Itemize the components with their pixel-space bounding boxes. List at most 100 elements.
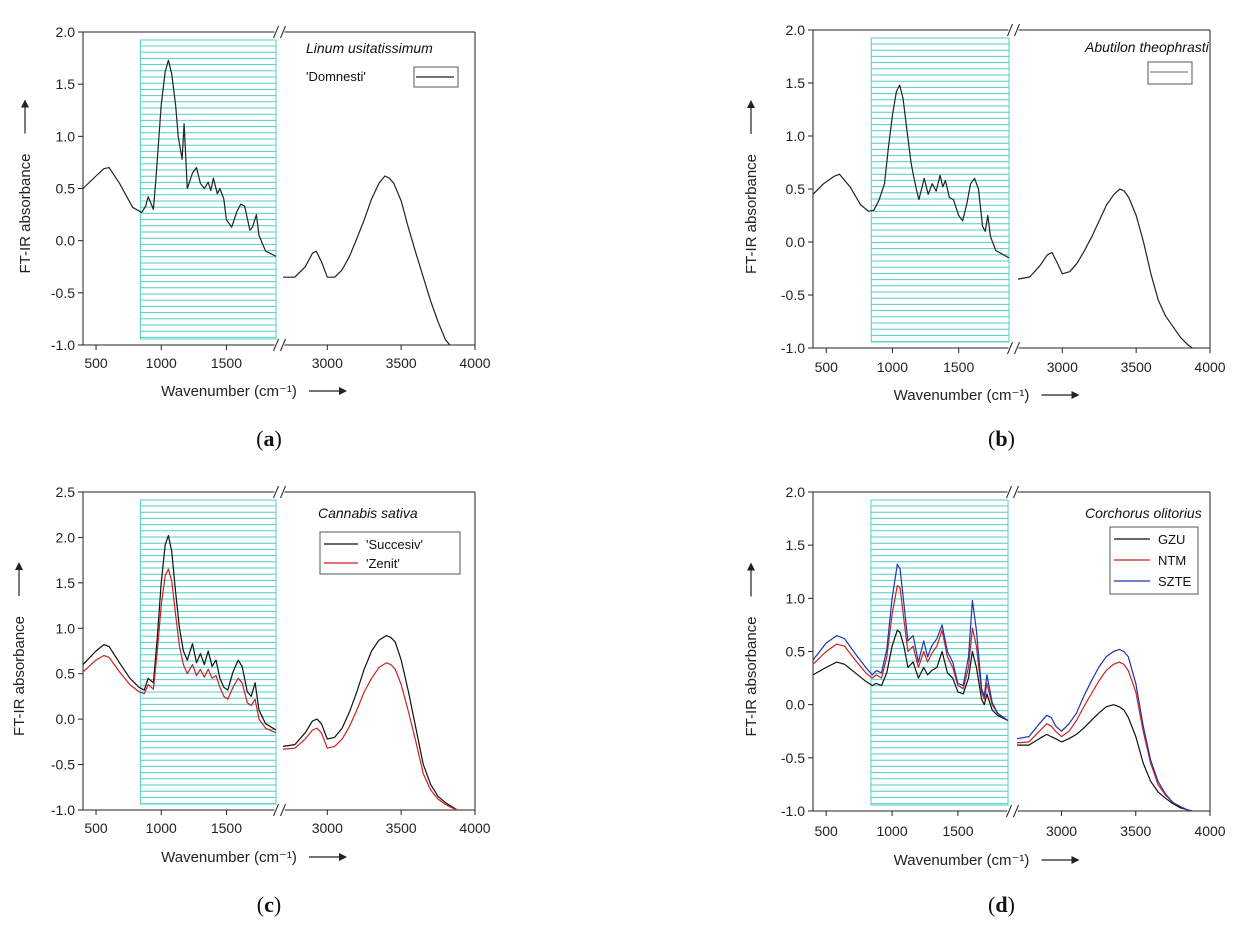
series-line--succesiv-high-wavenumber- xyxy=(282,635,458,811)
series-line-szte xyxy=(812,563,1009,722)
panel-caption: (a) xyxy=(256,426,282,451)
legend-entry-label: GZU xyxy=(1158,532,1185,547)
series-line--zenit- xyxy=(82,568,277,734)
panel-caption: (c) xyxy=(257,892,281,917)
highlight-band-frame xyxy=(870,37,1010,343)
y-tick-label: 1.5 xyxy=(56,76,76,92)
axis-break-mark xyxy=(273,338,279,352)
y-tick-label: 1.5 xyxy=(56,575,76,591)
x-tick-label: 1500 xyxy=(943,359,974,375)
legend: Cannabis sativa 'Succesiv' 'Zenit' xyxy=(318,505,461,575)
y-tick-label: 0.5 xyxy=(786,181,806,197)
panel-caption: (b) xyxy=(988,426,1015,451)
legend-title: Linum usitatissimum xyxy=(306,40,433,56)
x-tick-label: 3000 xyxy=(1047,359,1078,375)
x-tick-label: 3000 xyxy=(312,820,343,836)
x-tick-label: 4000 xyxy=(459,355,490,371)
x-tick-label: 4000 xyxy=(1194,359,1225,375)
legend-title: Cannabis sativa xyxy=(318,505,418,521)
series-group xyxy=(82,534,458,811)
y-tick-label: -1.0 xyxy=(51,802,75,818)
axis-break-mask xyxy=(1007,808,1018,814)
y-tick-label: 2.5 xyxy=(56,484,76,500)
legend-entry-label: 'Zenit' xyxy=(366,556,400,571)
series-line--domnesti-high-wavenumber- xyxy=(283,175,451,346)
y-axis-arrowhead xyxy=(747,100,755,108)
axes: -1.0 -0.5 0.0 0.5 1.0 1.5 2.0 500 1000 1500 3000 35… xyxy=(781,22,1226,375)
axis-break-mark xyxy=(1007,341,1013,355)
y-tick-label: -1.0 xyxy=(781,340,805,356)
x-axis-arrowhead xyxy=(339,853,347,861)
axis-break-mark xyxy=(1006,804,1012,818)
y-tick-label: 0.0 xyxy=(786,234,806,250)
y-axis-arrowhead xyxy=(21,99,29,108)
series-group xyxy=(812,563,1193,812)
x-axis-title: Wavenumber (cm⁻¹) xyxy=(161,849,297,866)
y-tick-label: 1.5 xyxy=(786,537,806,553)
x-axis-title: Wavenumber (cm⁻¹) xyxy=(894,852,1030,869)
axis-break-mark xyxy=(1014,23,1020,37)
legend-title: Abutilon theophrasti xyxy=(1084,39,1210,55)
legend: Linum usitatissimum 'Domnesti' xyxy=(306,40,459,88)
x-tick-label: 1000 xyxy=(146,820,177,836)
highlight-band-frame xyxy=(870,499,1009,806)
axis-break-mask xyxy=(1008,345,1019,351)
y-tick-label: 0.5 xyxy=(56,181,76,197)
legend-entry-label: 'Succesiv' xyxy=(366,537,423,552)
axes: -1.0 -0.5 0.0 0.5 1.0 1.5 2.0 2.5 500 1000 1500 300… xyxy=(51,484,491,836)
y-axis-arrowhead xyxy=(747,562,755,571)
series-line-szte-high-wavenumber- xyxy=(1016,648,1193,812)
axis-break-mark xyxy=(280,485,286,499)
series-line--succesiv- xyxy=(82,534,277,731)
y-tick-label: -0.5 xyxy=(781,750,805,766)
highlight-band xyxy=(870,499,1009,806)
series-line-ntm xyxy=(812,584,1009,722)
series-group xyxy=(82,59,451,346)
chart-panel-d: -1.0 -0.5 0.0 0.5 1.0 1.5 2.0 500 1000 1500 3000 35… xyxy=(743,484,1226,917)
x-tick-label: 3000 xyxy=(312,355,343,371)
legend-box xyxy=(319,531,461,575)
legend: Abutilon theophrasti xyxy=(1084,39,1210,85)
axis-break-mask xyxy=(274,342,285,348)
axis-break-mark xyxy=(1007,23,1013,37)
y-tick-label: 0.0 xyxy=(56,711,76,727)
legend-title: Corchorus olitorius xyxy=(1085,505,1202,521)
y-tick-label: 0.0 xyxy=(786,697,806,713)
highlight-band xyxy=(870,37,1010,343)
series-line-ntm-high-wavenumber- xyxy=(1016,661,1193,812)
axis-break-mark xyxy=(1014,341,1020,355)
x-tick-label: 3500 xyxy=(1121,359,1152,375)
y-tick-label: 1.0 xyxy=(56,620,76,636)
y-tick-label: 1.0 xyxy=(56,128,76,144)
panel-caption: (d) xyxy=(988,892,1015,917)
axis-break-mark xyxy=(273,25,279,39)
axes: -1.0 -0.5 0.0 0.5 1.0 1.5 2.0 500 1000 1500 3000 35… xyxy=(51,24,491,371)
y-tick-label: 2.0 xyxy=(786,484,806,500)
x-tick-label: 3500 xyxy=(1120,823,1151,839)
y-tick-label: -1.0 xyxy=(781,803,805,819)
y-tick-label: -0.5 xyxy=(781,287,805,303)
axis-break-mark xyxy=(1013,804,1019,818)
axis-break-mark xyxy=(273,803,279,817)
x-axis-arrowhead xyxy=(339,387,347,395)
chart-panel-b: -1.0 -0.5 0.0 0.5 1.0 1.5 2.0 500 1000 1500 3000 35… xyxy=(743,22,1226,451)
y-axis-title: FT-IR absorbance xyxy=(17,153,34,273)
highlight-band xyxy=(139,39,277,340)
x-tick-label: 1500 xyxy=(211,355,242,371)
y-tick-label: -0.5 xyxy=(51,757,75,773)
series-line-gzu xyxy=(812,629,1009,722)
y-tick-label: 1.0 xyxy=(786,128,806,144)
x-axis-arrowhead xyxy=(1071,856,1080,864)
axis-break-mark xyxy=(273,485,279,499)
axis-break-mark xyxy=(280,25,286,39)
y-tick-label: 2.0 xyxy=(786,22,806,38)
y-tick-label: 1.0 xyxy=(786,590,806,606)
x-tick-label: 3000 xyxy=(1046,823,1077,839)
axis-break-mask xyxy=(1008,27,1019,33)
x-tick-label: 500 xyxy=(84,820,108,836)
highlight-band-frame xyxy=(139,39,277,340)
axis-break-mark xyxy=(280,803,286,817)
axes: -1.0 -0.5 0.0 0.5 1.0 1.5 2.0 500 1000 1500 3000 35… xyxy=(781,484,1226,839)
y-tick-label: 0.5 xyxy=(786,644,806,660)
x-tick-label: 4000 xyxy=(459,820,490,836)
